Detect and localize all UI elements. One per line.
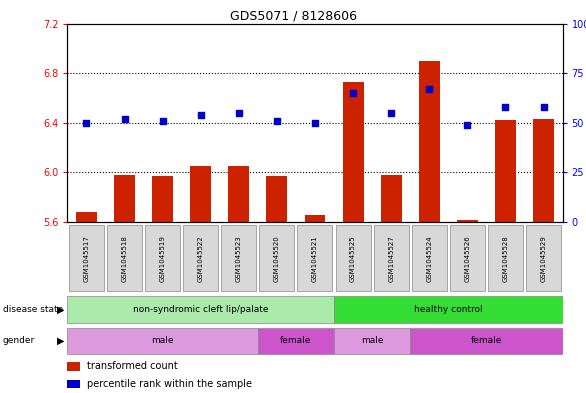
Text: GSM1045524: GSM1045524 <box>426 235 432 282</box>
Bar <box>229 166 249 222</box>
Text: GSM1045519: GSM1045519 <box>159 235 166 282</box>
FancyBboxPatch shape <box>145 225 180 292</box>
Point <box>196 112 205 118</box>
Bar <box>343 82 363 222</box>
Point <box>424 86 434 92</box>
Text: GSM1045520: GSM1045520 <box>274 235 280 282</box>
Text: GSM1045522: GSM1045522 <box>197 235 204 282</box>
Text: male: male <box>361 336 383 345</box>
Text: disease state: disease state <box>3 305 63 314</box>
FancyBboxPatch shape <box>526 225 561 292</box>
FancyBboxPatch shape <box>334 296 563 323</box>
FancyBboxPatch shape <box>336 225 370 292</box>
Text: GSM1045528: GSM1045528 <box>502 235 509 282</box>
Text: healthy control: healthy control <box>414 305 483 314</box>
Point <box>387 110 396 116</box>
Text: GSM1045518: GSM1045518 <box>121 235 128 282</box>
Point <box>539 104 548 110</box>
FancyBboxPatch shape <box>67 296 334 323</box>
Point <box>81 119 91 126</box>
Point <box>158 118 168 124</box>
Bar <box>190 166 211 222</box>
Text: ▶: ▶ <box>57 305 65 314</box>
Text: non-syndromic cleft lip/palate: non-syndromic cleft lip/palate <box>133 305 268 314</box>
Text: percentile rank within the sample: percentile rank within the sample <box>87 379 252 389</box>
Point <box>463 122 472 128</box>
Bar <box>67 380 80 388</box>
FancyBboxPatch shape <box>260 225 294 292</box>
Text: GSM1045526: GSM1045526 <box>464 235 471 282</box>
Bar <box>419 61 440 222</box>
Text: gender: gender <box>3 336 35 345</box>
Text: female: female <box>280 336 312 345</box>
Text: female: female <box>471 336 502 345</box>
Text: GSM1045521: GSM1045521 <box>312 235 318 282</box>
FancyBboxPatch shape <box>412 225 447 292</box>
Text: male: male <box>151 336 174 345</box>
Text: GSM1045529: GSM1045529 <box>540 235 547 282</box>
Text: transformed count: transformed count <box>87 362 178 371</box>
Bar <box>495 120 516 222</box>
Bar <box>152 176 173 222</box>
Text: GSM1045517: GSM1045517 <box>83 235 90 282</box>
FancyBboxPatch shape <box>222 225 256 292</box>
Bar <box>114 175 135 222</box>
Bar <box>76 212 97 222</box>
Bar <box>267 176 287 222</box>
FancyBboxPatch shape <box>107 225 142 292</box>
Text: GSM1045525: GSM1045525 <box>350 235 356 282</box>
FancyBboxPatch shape <box>334 328 410 354</box>
Bar <box>67 362 80 371</box>
Point <box>120 116 130 122</box>
Point <box>272 118 281 124</box>
FancyBboxPatch shape <box>374 225 408 292</box>
Point <box>348 90 357 96</box>
FancyBboxPatch shape <box>298 225 332 292</box>
FancyBboxPatch shape <box>450 225 485 292</box>
FancyBboxPatch shape <box>67 328 258 354</box>
FancyBboxPatch shape <box>488 225 523 292</box>
FancyBboxPatch shape <box>69 225 104 292</box>
FancyBboxPatch shape <box>258 328 334 354</box>
Point <box>311 119 320 126</box>
Text: GSM1045527: GSM1045527 <box>388 235 394 282</box>
FancyBboxPatch shape <box>183 225 218 292</box>
Point <box>234 110 244 116</box>
Bar <box>457 220 478 222</box>
Text: GDS5071 / 8128606: GDS5071 / 8128606 <box>230 10 356 23</box>
Bar <box>381 175 401 222</box>
Bar <box>533 119 554 222</box>
Point <box>500 104 510 110</box>
FancyBboxPatch shape <box>410 328 563 354</box>
Text: GSM1045523: GSM1045523 <box>236 235 242 282</box>
Bar <box>305 215 325 222</box>
Text: ▶: ▶ <box>57 336 65 346</box>
